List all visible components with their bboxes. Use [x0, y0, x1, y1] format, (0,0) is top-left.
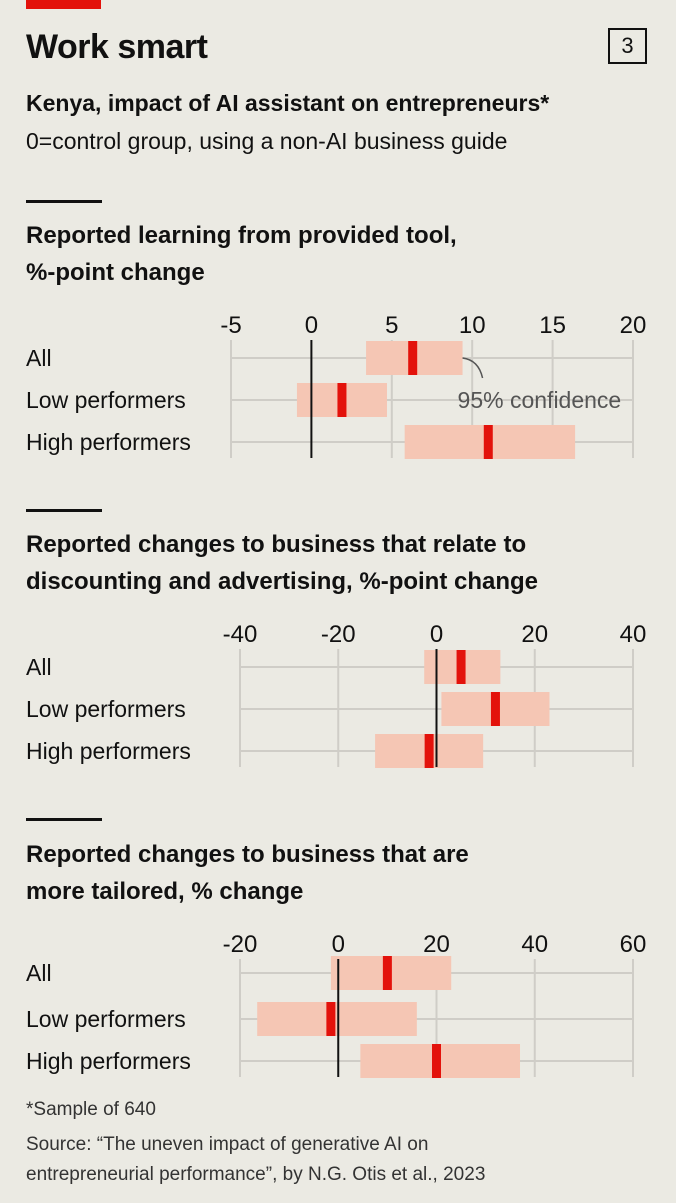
category-label: Low performers [26, 1006, 186, 1032]
tick-label: 10 [459, 312, 486, 339]
tick-label: 40 [521, 931, 548, 958]
category-label: All [26, 960, 52, 986]
point-estimate-mark [456, 650, 466, 684]
chart-title: Work smart [26, 28, 208, 66]
category-label: All [26, 345, 52, 371]
tick-label: -20 [321, 621, 356, 648]
panel-rule [26, 200, 102, 203]
category-label: Low performers [26, 696, 186, 722]
brand-accent-bar [26, 0, 101, 9]
panel-title-line: Reported changes to business that are [26, 841, 469, 868]
tick-label: 40 [620, 621, 647, 648]
category-label: High performers [26, 1048, 191, 1074]
panel-title-line: Reported learning from provided tool, [26, 222, 457, 249]
point-estimate-mark [490, 692, 500, 726]
tick-label: 15 [539, 312, 566, 339]
source-note: Source: “The uneven impact of generative… [26, 1130, 646, 1190]
tick-label: 20 [620, 312, 647, 339]
tick-label: 20 [423, 931, 450, 958]
tick-label: 0 [305, 312, 318, 339]
panel-rule [26, 509, 102, 512]
point-estimate-mark [326, 1002, 336, 1036]
annotation-label: 95% confidence [458, 387, 622, 413]
panel-title-line: discounting and advertising, %-point cha… [26, 568, 539, 595]
tick-label: 5 [385, 312, 398, 339]
chart-description: 0=control group, using a non-AI business… [26, 128, 508, 154]
panel-title-line: Reported changes to business that relate… [26, 531, 527, 558]
panel-rule [26, 818, 102, 821]
panel-title: Reported changes to business that relate… [26, 526, 656, 600]
point-estimate-mark [408, 341, 418, 375]
range-chart-panel: -20 0 20 40 60 All Low performers High performe… [26, 931, 647, 1078]
category-label: All [26, 654, 52, 680]
point-estimate-mark [483, 425, 493, 459]
point-estimate-mark [337, 383, 347, 417]
panel-title-line: more tailored, % change [26, 878, 304, 905]
range-chart-panel: -5 0 5 10 15 20 All Low performers High performe… [26, 312, 647, 459]
tick-label: 60 [620, 931, 647, 958]
tick-label: 0 [332, 931, 345, 958]
panel-title: Reported changes to business that are mo… [26, 836, 656, 910]
point-estimate-mark [424, 734, 434, 768]
source-line: Source: “The uneven impact of generative… [26, 1134, 429, 1155]
range-chart-panel: -40 -20 0 20 40 All Low performers High perform… [26, 621, 647, 768]
panel-title: Reported learning from provided tool, %-… [26, 217, 656, 291]
point-estimate-mark [382, 956, 392, 990]
source-line: entrepreneurial performance”, by N.G. Ot… [26, 1164, 486, 1185]
tick-label: 20 [521, 621, 548, 648]
tick-label: 0 [430, 621, 443, 648]
annotation-leader [462, 357, 484, 379]
confidence-band [257, 1002, 417, 1036]
category-label: Low performers [26, 387, 186, 413]
chart-subtitle: Kenya, impact of AI assistant on entrepr… [26, 90, 550, 116]
panel-title-line: %-point change [26, 259, 205, 286]
tick-label: -40 [223, 621, 258, 648]
footnote: *Sample of 640 [26, 1099, 156, 1120]
tick-label: -5 [220, 312, 241, 339]
chart-number-badge: 3 [608, 28, 647, 64]
point-estimate-mark [432, 1044, 441, 1078]
tick-label: -20 [223, 931, 258, 958]
category-label: High performers [26, 429, 191, 455]
category-label: High performers [26, 738, 191, 764]
